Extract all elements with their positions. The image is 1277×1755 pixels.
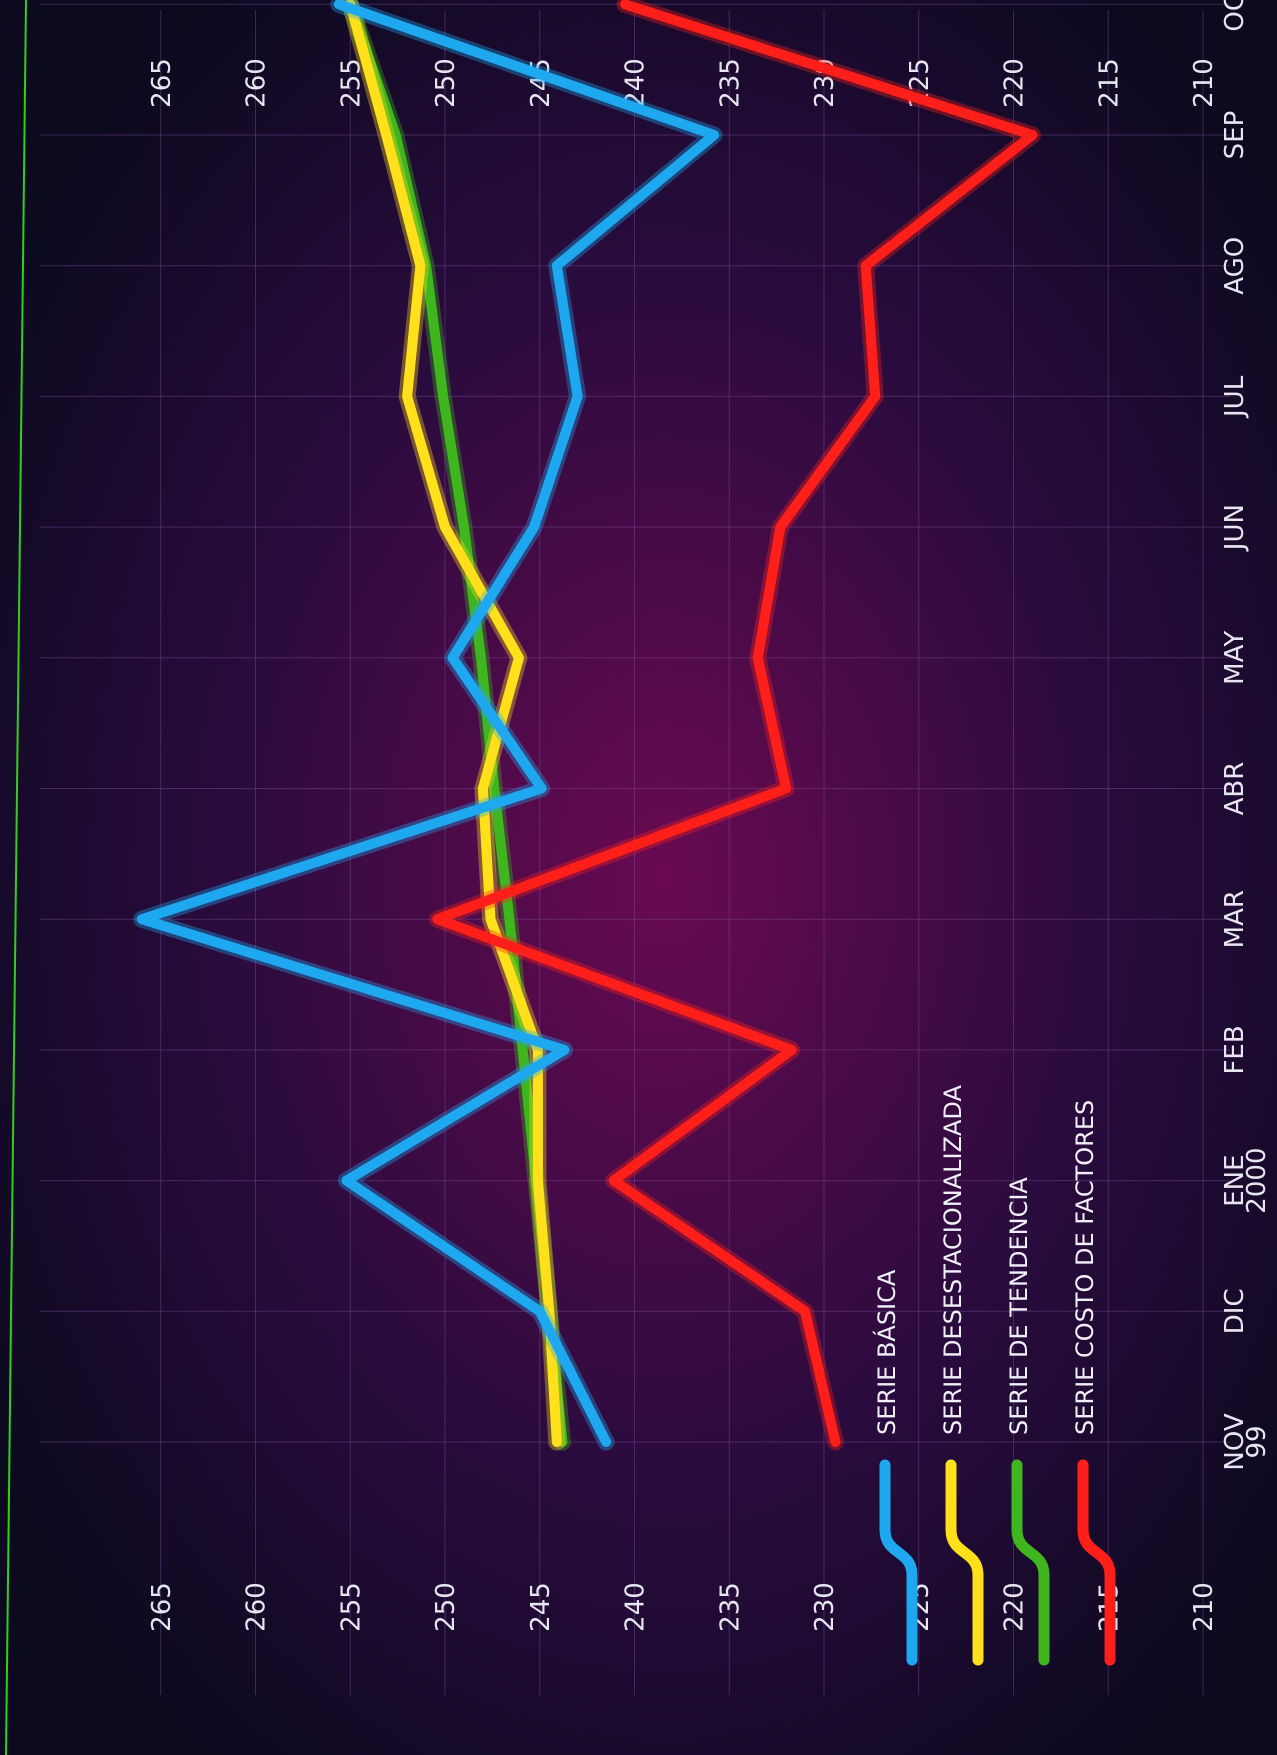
x-axis: NOV99 DIC ENE2000 FEB MAR ABR MAY JUN JUL AGO SEP O…	[1220, 0, 1272, 1471]
data-point	[712, 133, 717, 137]
y-tick-label: 260	[242, 58, 272, 108]
data-point	[833, 1440, 838, 1444]
y-tick-label: 250	[431, 1582, 461, 1632]
legend-swatch	[1077, 1459, 1116, 1666]
legend: SERIE BÁSICA SERIE DESESTACIONALIZADA SERI…	[872, 1085, 1116, 1666]
data-point	[488, 917, 493, 922]
data-point	[554, 1440, 559, 1444]
y-tick-label: 255	[336, 58, 366, 108]
data-point	[789, 1047, 794, 1052]
data-point	[479, 655, 484, 660]
data-point	[139, 917, 144, 922]
data-point	[604, 1440, 609, 1444]
data-point	[1030, 133, 1035, 137]
legend-swatch	[879, 1459, 918, 1666]
data-point	[623, 2, 628, 7]
legend-label: SERIE DESESTACIONALIZADA	[939, 1085, 967, 1435]
data-point	[405, 394, 410, 399]
y-tick-label: 255	[336, 1582, 366, 1632]
x-tick-label: OCT	[1220, 0, 1250, 32]
data-point	[480, 786, 485, 791]
y-tick-label: 215	[1094, 58, 1124, 108]
y-tick-label: 260	[242, 1582, 272, 1632]
data-point	[393, 133, 398, 137]
data-point	[384, 133, 389, 137]
data-point	[516, 655, 521, 660]
x-tick-label: JUL	[1220, 375, 1250, 419]
y-tick-label: 210	[1189, 1582, 1219, 1632]
series-layer	[133, 0, 1041, 1451]
left-frame-line	[5, 0, 27, 1755]
data-point	[535, 1178, 540, 1183]
data-point	[562, 1047, 567, 1052]
y-tick-label: 265	[147, 58, 177, 108]
x-tick-label: AGO	[1220, 237, 1250, 295]
data-point	[554, 263, 559, 268]
data-point	[450, 655, 455, 660]
y-tick-label: 230	[810, 1582, 840, 1632]
data-point	[778, 525, 783, 530]
legend-swatch	[945, 1459, 984, 1666]
x-tick-label: ABR	[1220, 762, 1250, 816]
x-tick-label: FEB	[1220, 1025, 1250, 1074]
data-point	[755, 655, 760, 660]
data-point	[336, 2, 341, 7]
y-tick-label: 240	[621, 1582, 651, 1632]
x-tick-label: SEP	[1220, 111, 1250, 160]
data-point	[461, 525, 466, 530]
series-line	[136, 0, 720, 1447]
data-point	[873, 394, 878, 399]
series-line	[432, 0, 1038, 1447]
y-tick-label: 235	[715, 1582, 745, 1632]
data-point	[539, 786, 544, 791]
y-tick-label: 220	[1000, 58, 1030, 108]
y-axis: 2102102152152202202252252302302352352402…	[147, 58, 1219, 1632]
x-tick-label: NOV99	[1220, 1413, 1272, 1470]
x-tick-label: JUN	[1220, 504, 1250, 552]
data-point	[418, 263, 423, 268]
data-point	[507, 917, 512, 922]
data-point	[344, 1178, 349, 1183]
legend-label: SERIE DE TENDENCIA	[1005, 1177, 1033, 1435]
legend-swatch	[1011, 1459, 1050, 1666]
data-point	[532, 525, 537, 530]
y-tick-label: 250	[431, 58, 461, 108]
data-point	[611, 1178, 616, 1183]
y-tick-label: 235	[715, 58, 745, 108]
y-tick-label: 245	[526, 1582, 556, 1632]
legend-label: SERIE COSTO DE FACTORES	[1071, 1100, 1099, 1435]
data-point	[535, 1047, 540, 1052]
data-point	[492, 786, 497, 791]
x-tick-label: MAY	[1220, 631, 1250, 685]
data-point	[547, 1309, 552, 1314]
y-tick-label: 220	[1000, 1582, 1030, 1632]
data-point	[803, 1309, 808, 1314]
data-point	[441, 394, 446, 399]
data-point	[575, 394, 580, 399]
x-tick-label: DIC	[1220, 1288, 1250, 1334]
data-point	[435, 917, 440, 922]
chart-frame: NOV99 DIC ENE2000 FEB MAR ABR MAY JUN JUL AGO SEP O…	[40, 0, 1272, 1695]
data-point	[537, 1309, 542, 1314]
y-tick-label: 265	[147, 1582, 177, 1632]
legend-label: SERIE BÁSICA	[872, 1269, 901, 1435]
x-tick-label: ENE2000	[1220, 1148, 1272, 1214]
data-point	[520, 1047, 525, 1052]
data-point	[443, 525, 447, 530]
data-point	[784, 786, 789, 791]
x-tick-label: MAR	[1220, 890, 1250, 948]
y-tick-label: 210	[1189, 58, 1219, 108]
data-point	[863, 263, 868, 268]
